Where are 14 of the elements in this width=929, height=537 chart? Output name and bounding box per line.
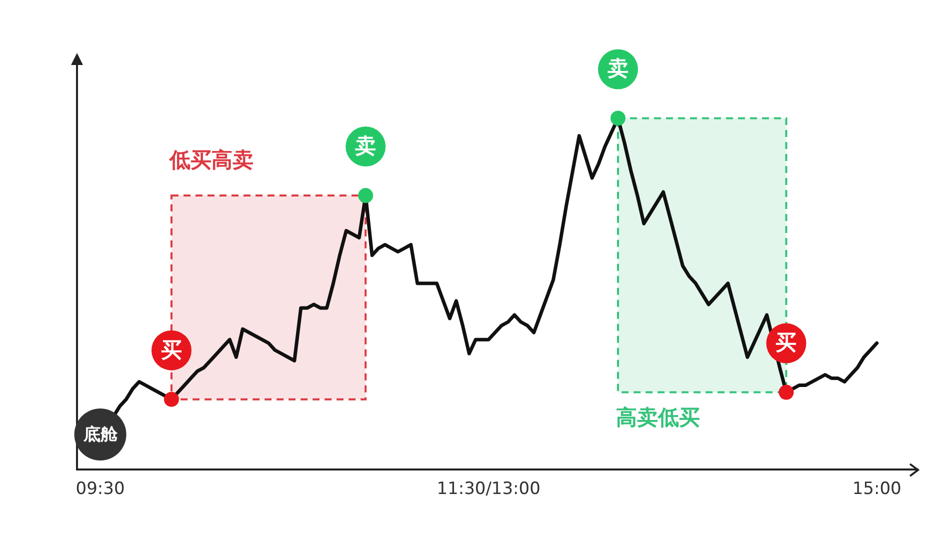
- x-tick-label: 15:00: [852, 479, 902, 500]
- text: 卖: [355, 134, 376, 158]
- point: [164, 392, 179, 407]
- band-label: 低买高卖: [168, 148, 254, 172]
- band-label: 高卖低买: [616, 406, 700, 430]
- annotation: 底舱: [82, 424, 118, 445]
- series-label: 卖: [607, 56, 628, 81]
- text: 买: [160, 338, 182, 362]
- point: [358, 188, 374, 204]
- series-label: 买: [776, 330, 797, 355]
- point: [778, 384, 794, 400]
- point: [610, 110, 626, 126]
- x-tick-label: 09:30: [76, 479, 125, 500]
- x-tick-label: 11:30/13:00: [436, 479, 540, 500]
